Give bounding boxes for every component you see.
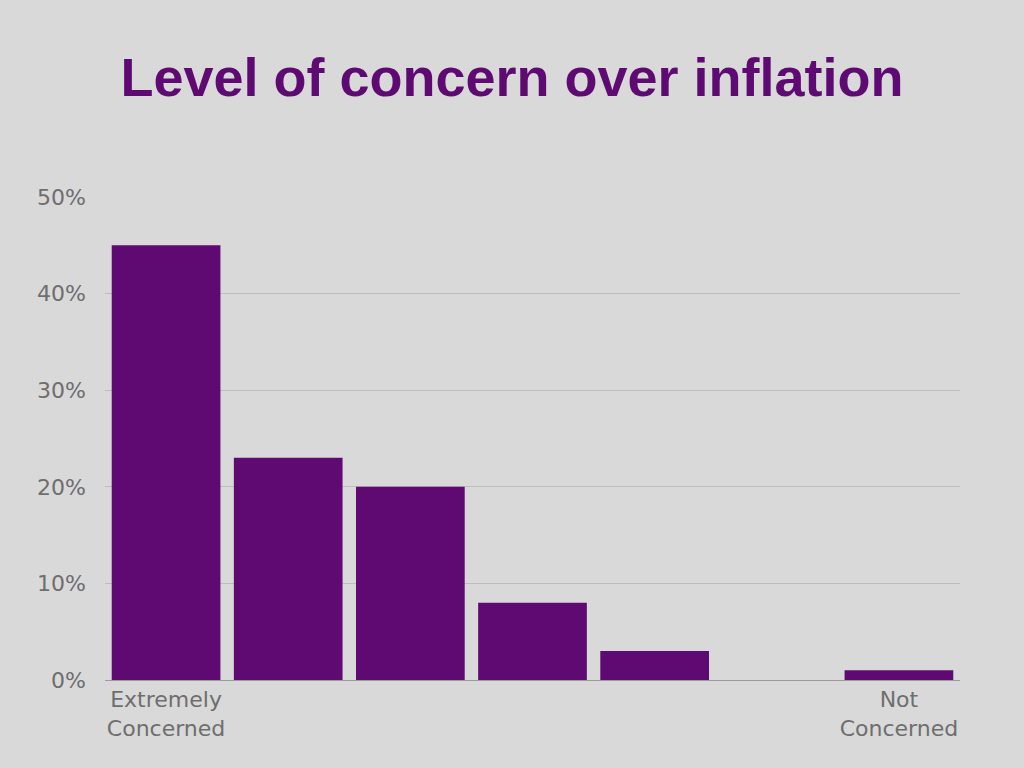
svg-text:10%: 10% [37,571,86,596]
svg-text:30%: 30% [37,378,86,403]
svg-text:40%: 40% [37,281,86,306]
svg-text:Level of concern over inflatio: Level of concern over inflation [120,47,903,107]
svg-text:ExtremelyConcerned: ExtremelyConcerned [107,687,226,741]
svg-text:0%: 0% [51,668,86,693]
svg-text:20%: 20% [37,475,86,500]
svg-text:50%: 50% [37,185,86,210]
svg-text:NotConcerned: NotConcerned [840,687,959,741]
